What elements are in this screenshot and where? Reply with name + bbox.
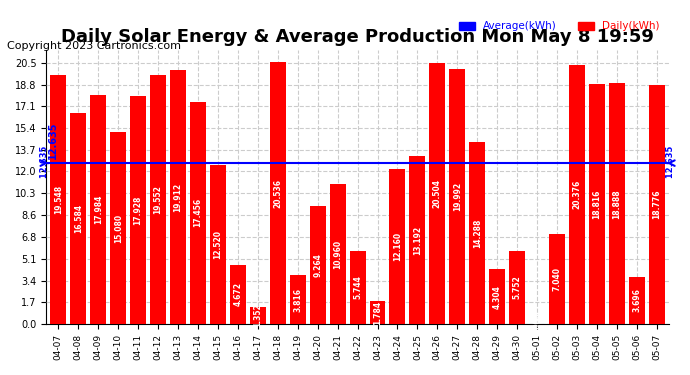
Bar — [569, 64, 585, 324]
Text: 20.536: 20.536 — [273, 179, 282, 208]
Bar — [210, 165, 226, 324]
Text: 5.752: 5.752 — [513, 276, 522, 299]
Bar — [609, 84, 625, 324]
Bar — [150, 75, 166, 324]
Text: 18.816: 18.816 — [593, 189, 602, 219]
Text: 9.264: 9.264 — [313, 253, 322, 277]
Bar — [429, 63, 445, 324]
Bar — [350, 251, 366, 324]
Text: 3.696: 3.696 — [632, 288, 642, 312]
Bar — [370, 301, 386, 324]
Bar — [409, 156, 426, 324]
Text: 19.992: 19.992 — [453, 182, 462, 211]
Text: 18.776: 18.776 — [652, 190, 661, 219]
Text: 4.304: 4.304 — [493, 285, 502, 309]
Text: 20.376: 20.376 — [573, 180, 582, 209]
Text: 10.960: 10.960 — [333, 240, 342, 269]
Text: 3.816: 3.816 — [293, 288, 302, 312]
Text: 0.000: 0.000 — [533, 312, 542, 336]
Bar — [70, 113, 86, 324]
Bar — [469, 142, 485, 324]
Text: Copyright 2023 Cartronics.com: Copyright 2023 Cartronics.com — [7, 41, 181, 51]
Bar — [190, 102, 206, 324]
Bar — [629, 277, 645, 324]
Text: 16.584: 16.584 — [74, 204, 83, 233]
Text: 19.912: 19.912 — [173, 183, 183, 212]
Text: 13.192: 13.192 — [413, 225, 422, 255]
Bar — [389, 169, 406, 324]
Text: 12.635: 12.635 — [48, 122, 59, 159]
Text: 14.288: 14.288 — [473, 218, 482, 248]
Bar — [110, 132, 126, 324]
Bar — [130, 96, 146, 324]
Text: 12.160: 12.160 — [393, 232, 402, 261]
Legend: Average(kWh), Daily(kWh): Average(kWh), Daily(kWh) — [455, 17, 664, 35]
Text: 7.040: 7.040 — [553, 267, 562, 291]
Bar — [170, 70, 186, 324]
Bar — [270, 63, 286, 324]
Text: 1.352: 1.352 — [253, 303, 262, 327]
Bar — [230, 264, 246, 324]
Text: 17.456: 17.456 — [193, 198, 202, 227]
Text: 1.784: 1.784 — [373, 301, 382, 325]
Text: 18.888: 18.888 — [613, 189, 622, 219]
Bar — [290, 275, 306, 324]
Text: 19.552: 19.552 — [154, 185, 163, 214]
Bar — [310, 206, 326, 324]
Text: 5.744: 5.744 — [353, 276, 362, 299]
Text: 19.548: 19.548 — [54, 185, 63, 214]
Bar — [509, 251, 525, 324]
Text: 4.672: 4.672 — [233, 282, 242, 306]
Bar — [50, 75, 66, 324]
Text: 12.520: 12.520 — [213, 230, 222, 259]
Bar — [549, 234, 565, 324]
Bar — [449, 69, 465, 324]
Title: Daily Solar Energy & Average Production Mon May 8 19:59: Daily Solar Energy & Average Production … — [61, 28, 654, 46]
Text: 17.984: 17.984 — [94, 195, 103, 224]
Text: 20.504: 20.504 — [433, 179, 442, 208]
Bar — [489, 269, 505, 324]
Bar — [250, 307, 266, 324]
Text: 15.080: 15.080 — [114, 213, 123, 243]
Bar — [330, 184, 346, 324]
Bar — [649, 85, 664, 324]
Bar — [589, 84, 605, 324]
Text: 12.635: 12.635 — [40, 146, 49, 181]
Bar — [90, 95, 106, 324]
Text: 12.635: 12.635 — [667, 146, 676, 181]
Text: 17.928: 17.928 — [134, 195, 143, 225]
